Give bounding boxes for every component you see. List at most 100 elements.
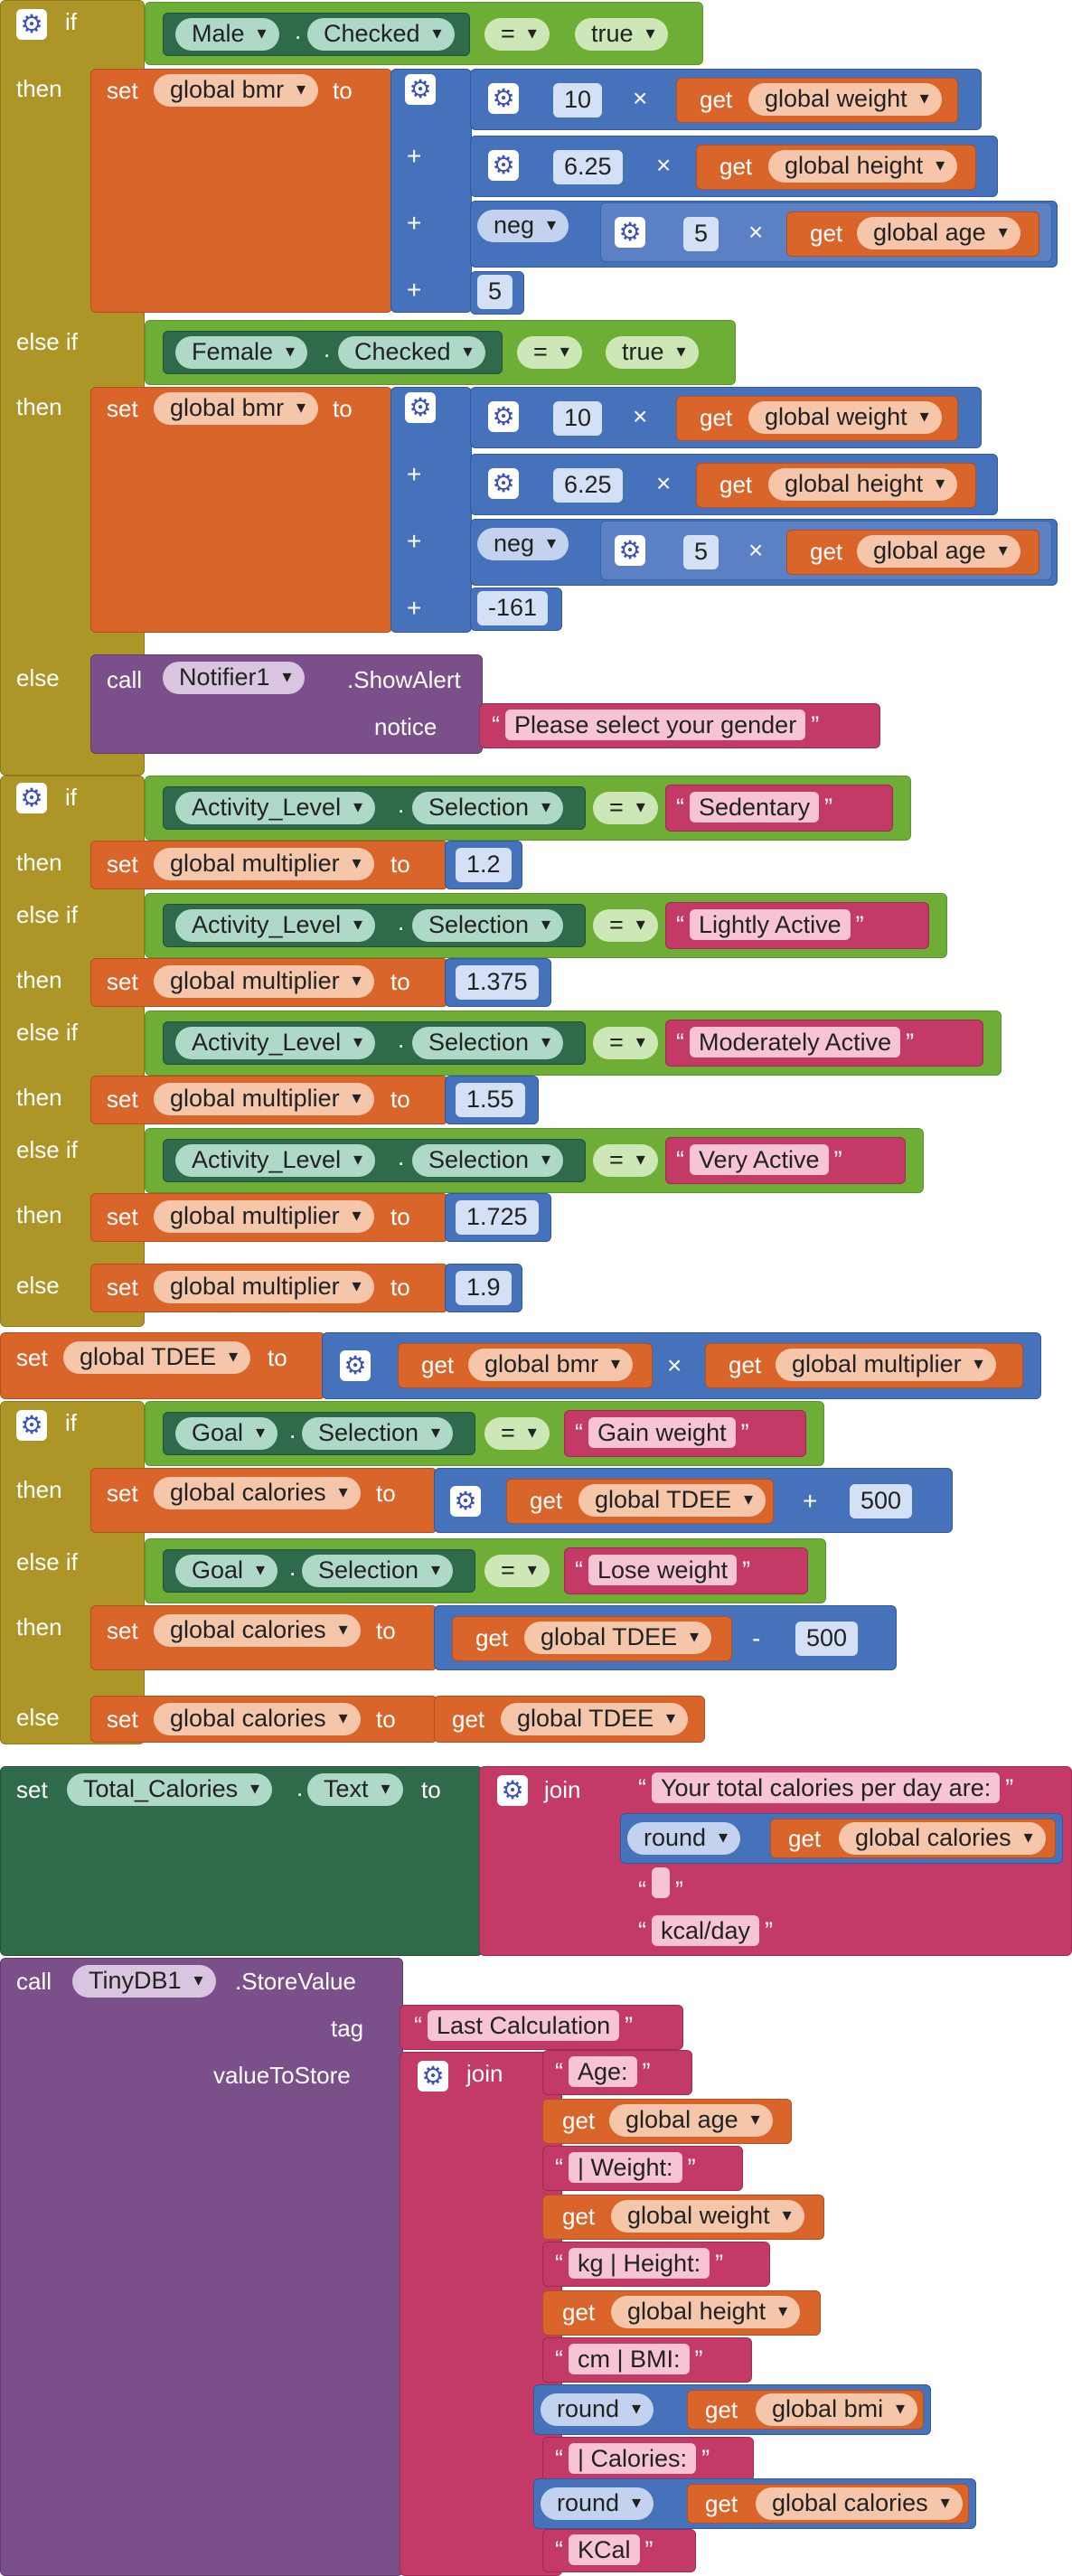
gear-icon[interactable] bbox=[615, 217, 645, 248]
activity-component-dropdown[interactable]: Activity_Level bbox=[175, 1144, 376, 1177]
multiplier-var-dropdown[interactable]: global multiplier bbox=[154, 965, 374, 998]
number-10[interactable]: 10 bbox=[553, 401, 603, 436]
activity-component-dropdown[interactable]: Activity_Level bbox=[175, 792, 376, 824]
number-5[interactable]: 5 bbox=[477, 275, 513, 309]
gear-icon[interactable] bbox=[497, 1775, 528, 1806]
selection-property-dropdown[interactable]: Selection bbox=[412, 1027, 564, 1059]
age-var-dropdown[interactable]: global age bbox=[857, 535, 1020, 568]
weight-var-dropdown[interactable]: global weight bbox=[611, 2200, 804, 2233]
text-property-dropdown[interactable]: Text bbox=[307, 1773, 403, 1806]
very-text[interactable]: “Very Active” bbox=[676, 1144, 842, 1175]
tdee-var-dropdown[interactable]: global TDEE bbox=[578, 1484, 766, 1517]
tinydb-dropdown[interactable]: TinyDB1 bbox=[72, 1965, 216, 1998]
total-component-dropdown[interactable]: Total_Calories bbox=[67, 1773, 273, 1806]
equals-dropdown[interactable]: = bbox=[484, 1417, 550, 1450]
equals-dropdown[interactable]: = bbox=[484, 18, 550, 51]
multiplier-var-dropdown[interactable]: global multiplier bbox=[154, 1200, 374, 1233]
multiplier-var-dropdown[interactable]: global multiplier bbox=[154, 848, 374, 880]
bmr-var-dropdown[interactable]: global bmr bbox=[154, 392, 319, 425]
gear-icon[interactable] bbox=[16, 1410, 47, 1441]
lightly-text[interactable]: “Lightly Active” bbox=[676, 909, 864, 940]
gear-icon[interactable] bbox=[488, 468, 519, 499]
goal-component-dropdown[interactable]: Goal bbox=[175, 1417, 278, 1450]
selection-property-dropdown[interactable]: Selection bbox=[412, 909, 564, 942]
calories-var-dropdown[interactable]: global calories bbox=[154, 1614, 361, 1647]
multiplier-var-dropdown[interactable]: global multiplier bbox=[154, 1271, 374, 1303]
equals-dropdown[interactable]: = bbox=[593, 792, 658, 824]
calories-var-dropdown[interactable]: global calories bbox=[154, 1477, 361, 1509]
selection-property-dropdown[interactable]: Selection bbox=[412, 1144, 564, 1177]
neg-dropdown[interactable]: neg bbox=[477, 210, 569, 242]
number-6-25[interactable]: 6.25 bbox=[553, 468, 623, 503]
multiplier-var-dropdown[interactable]: global multiplier bbox=[776, 1349, 996, 1381]
gear-icon[interactable] bbox=[488, 401, 519, 432]
weight-lbl-text[interactable]: “| Weight:” bbox=[555, 2152, 696, 2183]
activity-component-dropdown[interactable]: Activity_Level bbox=[175, 1027, 376, 1059]
sedentary-text[interactable]: “Sedentary” bbox=[676, 792, 833, 823]
equals-dropdown[interactable]: = bbox=[484, 1555, 550, 1587]
gear-icon[interactable] bbox=[405, 74, 436, 105]
female-component-dropdown[interactable]: Female bbox=[175, 336, 308, 369]
checked-property-dropdown[interactable]: Checked bbox=[307, 18, 455, 51]
calories-var-dropdown[interactable]: global calories bbox=[154, 1703, 361, 1735]
number-1-9[interactable]: 1.9 bbox=[456, 1271, 512, 1305]
selection-property-dropdown[interactable]: Selection bbox=[302, 1417, 454, 1450]
round-dropdown[interactable]: round bbox=[627, 1822, 741, 1855]
tdee-var-dropdown[interactable]: global TDEE bbox=[63, 1341, 251, 1374]
goal-component-dropdown[interactable]: Goal bbox=[175, 1555, 278, 1587]
total-prefix-text[interactable]: “Your total calories per day are:” bbox=[638, 1772, 1014, 1803]
bmi-var-dropdown[interactable]: global bmi bbox=[756, 2393, 918, 2426]
calories-var-dropdown[interactable]: global calories bbox=[839, 1822, 1046, 1855]
equals-dropdown[interactable]: = bbox=[593, 909, 658, 942]
bmr-var-dropdown[interactable]: global bmr bbox=[468, 1349, 634, 1381]
number-1-725[interactable]: 1.725 bbox=[456, 1200, 539, 1235]
bmi-lbl-text[interactable]: “cm | BMI:” bbox=[555, 2344, 703, 2374]
number-1-55[interactable]: 1.55 bbox=[456, 1083, 525, 1117]
moderately-text[interactable]: “Moderately Active” bbox=[676, 1027, 915, 1058]
lose-text[interactable]: “Lose weight” bbox=[575, 1555, 751, 1585]
sum-block-female[interactable] bbox=[390, 387, 472, 633]
tdee-var-dropdown[interactable]: global TDEE bbox=[524, 1622, 712, 1654]
space-text[interactable]: “ ” bbox=[638, 1867, 683, 1904]
tdee-var-dropdown[interactable]: global TDEE bbox=[501, 1703, 689, 1735]
gear-icon[interactable] bbox=[16, 783, 47, 813]
multiplier-var-dropdown[interactable]: global multiplier bbox=[154, 1083, 374, 1115]
activity-component-dropdown[interactable]: Activity_Level bbox=[175, 909, 376, 942]
kcal-day-text[interactable]: “kcal/day” bbox=[638, 1915, 774, 1946]
neg-dropdown[interactable]: neg bbox=[477, 528, 569, 560]
kcal-text[interactable]: “KCal” bbox=[555, 2534, 654, 2565]
calories-var-dropdown[interactable]: global calories bbox=[756, 2487, 963, 2520]
number-5[interactable]: 5 bbox=[683, 535, 719, 569]
age-var-dropdown[interactable]: global age bbox=[609, 2104, 773, 2137]
call-store-value[interactable] bbox=[0, 1958, 403, 2576]
height-lbl-text[interactable]: “kg | Height:” bbox=[555, 2248, 724, 2279]
number-500[interactable]: 500 bbox=[850, 1484, 913, 1518]
sum-block-male[interactable] bbox=[390, 69, 472, 313]
gear-icon[interactable] bbox=[488, 150, 519, 181]
number-10[interactable]: 10 bbox=[553, 83, 603, 118]
equals-dropdown[interactable]: = bbox=[593, 1027, 658, 1059]
weight-var-dropdown[interactable]: global weight bbox=[748, 401, 942, 434]
number-1-2[interactable]: 1.2 bbox=[456, 848, 512, 882]
gear-icon[interactable] bbox=[488, 83, 519, 114]
height-var-dropdown[interactable]: global height bbox=[611, 2296, 801, 2328]
gear-icon[interactable] bbox=[16, 9, 47, 40]
set-bmr-female[interactable] bbox=[90, 387, 392, 633]
gear-icon[interactable] bbox=[405, 392, 436, 423]
equals-dropdown[interactable]: = bbox=[593, 1144, 658, 1177]
round-dropdown[interactable]: round bbox=[541, 2393, 654, 2426]
gear-icon[interactable] bbox=[418, 2061, 448, 2092]
checked-property-dropdown[interactable]: Checked bbox=[338, 336, 485, 369]
gain-text[interactable]: “Gain weight” bbox=[575, 1417, 749, 1448]
selection-property-dropdown[interactable]: Selection bbox=[412, 792, 564, 824]
notifier-dropdown[interactable]: Notifier1 bbox=[163, 662, 305, 694]
number-1-375[interactable]: 1.375 bbox=[456, 965, 539, 1000]
age-lbl-text[interactable]: “Age:” bbox=[555, 2056, 651, 2087]
calories-lbl-text[interactable]: “| Calories:” bbox=[555, 2443, 710, 2474]
gear-icon[interactable] bbox=[340, 1350, 371, 1381]
set-bmr-male[interactable] bbox=[90, 69, 392, 313]
gear-icon[interactable] bbox=[450, 1486, 481, 1517]
equals-dropdown[interactable]: = bbox=[517, 336, 582, 369]
true-dropdown[interactable]: true bbox=[575, 18, 668, 51]
weight-var-dropdown[interactable]: global weight bbox=[748, 83, 942, 116]
